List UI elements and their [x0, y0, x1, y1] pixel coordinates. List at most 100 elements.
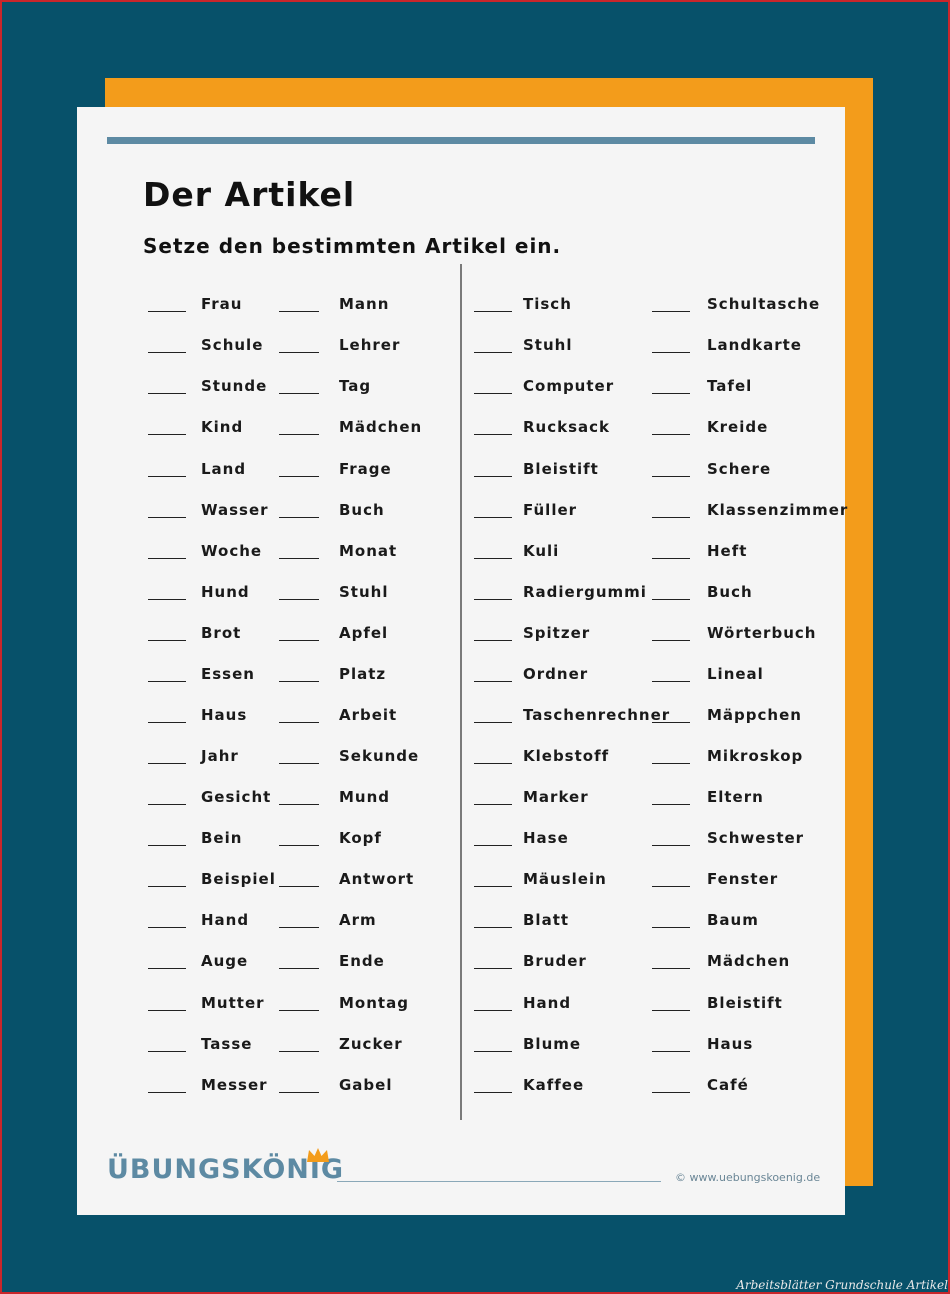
article-blank[interactable] [279, 599, 319, 600]
article-blank[interactable] [652, 1051, 690, 1052]
article-blank[interactable] [148, 558, 186, 559]
article-blank[interactable] [652, 352, 690, 353]
article-blank[interactable] [279, 968, 319, 969]
article-blank[interactable] [148, 845, 186, 846]
article-blank[interactable] [148, 1051, 186, 1052]
article-blank[interactable] [279, 681, 319, 682]
article-blank[interactable] [148, 804, 186, 805]
article-blank[interactable] [474, 558, 512, 559]
article-blank[interactable] [652, 968, 690, 969]
article-blank[interactable] [148, 927, 186, 928]
article-blank[interactable] [474, 311, 512, 312]
article-blank[interactable] [148, 599, 186, 600]
noun-word: Hase [523, 829, 569, 847]
article-blank[interactable] [474, 352, 512, 353]
article-blank[interactable] [148, 968, 186, 969]
article-blank[interactable] [474, 681, 512, 682]
noun-word: Montag [339, 994, 409, 1012]
article-blank[interactable] [148, 1010, 186, 1011]
article-blank[interactable] [652, 640, 690, 641]
article-blank[interactable] [279, 1051, 319, 1052]
noun-word: Tag [339, 377, 372, 395]
article-blank[interactable] [652, 599, 690, 600]
article-blank[interactable] [279, 1092, 319, 1093]
article-blank[interactable] [652, 393, 690, 394]
article-blank[interactable] [474, 1010, 512, 1011]
article-blank[interactable] [279, 311, 319, 312]
article-blank[interactable] [474, 845, 512, 846]
article-blank[interactable] [279, 927, 319, 928]
article-blank[interactable] [148, 722, 186, 723]
noun-word: Radiergummi [523, 583, 647, 601]
noun-word: Auge [201, 952, 249, 970]
article-blank[interactable] [652, 476, 690, 477]
article-blank[interactable] [652, 517, 690, 518]
noun-word: Haus [201, 706, 248, 724]
noun-word: Ordner [523, 665, 589, 683]
article-blank[interactable] [474, 968, 512, 969]
article-blank[interactable] [148, 393, 186, 394]
worksheet: Der Artikel Setze den bestimmten Artikel… [77, 107, 847, 1215]
article-blank[interactable] [652, 1092, 690, 1093]
article-blank[interactable] [652, 558, 690, 559]
noun-word: Bruder [523, 952, 587, 970]
article-blank[interactable] [474, 1092, 512, 1093]
article-blank[interactable] [279, 476, 319, 477]
noun-word: Eltern [707, 788, 764, 806]
article-blank[interactable] [474, 886, 512, 887]
article-blank[interactable] [652, 311, 690, 312]
article-blank[interactable] [474, 599, 512, 600]
article-blank[interactable] [652, 434, 690, 435]
article-blank[interactable] [279, 845, 319, 846]
article-blank[interactable] [279, 886, 319, 887]
noun-word: Antwort [339, 870, 415, 888]
article-blank[interactable] [148, 681, 186, 682]
article-blank[interactable] [148, 434, 186, 435]
article-blank[interactable] [279, 352, 319, 353]
article-blank[interactable] [474, 393, 512, 394]
article-blank[interactable] [279, 763, 319, 764]
noun-word: Mikroskop [707, 747, 804, 765]
article-blank[interactable] [148, 763, 186, 764]
article-blank[interactable] [474, 763, 512, 764]
article-blank[interactable] [279, 558, 319, 559]
article-blank[interactable] [652, 1010, 690, 1011]
article-blank[interactable] [652, 804, 690, 805]
article-blank[interactable] [652, 845, 690, 846]
noun-word: Spitzer [523, 624, 591, 642]
article-blank[interactable] [474, 517, 512, 518]
table-row: Stunde Tag Computer Tafel [77, 375, 845, 399]
noun-word: Sekunde [339, 747, 420, 765]
article-blank[interactable] [474, 434, 512, 435]
article-blank[interactable] [652, 722, 690, 723]
article-blank[interactable] [652, 886, 690, 887]
article-blank[interactable] [474, 640, 512, 641]
article-blank[interactable] [148, 1092, 186, 1093]
noun-word: Tisch [523, 295, 572, 313]
article-blank[interactable] [148, 640, 186, 641]
article-blank[interactable] [474, 476, 512, 477]
article-blank[interactable] [652, 763, 690, 764]
article-blank[interactable] [148, 886, 186, 887]
article-blank[interactable] [148, 311, 186, 312]
article-blank[interactable] [279, 517, 319, 518]
article-blank[interactable] [474, 804, 512, 805]
noun-word: Mann [339, 295, 390, 313]
article-blank[interactable] [148, 517, 186, 518]
article-blank[interactable] [279, 640, 319, 641]
article-blank[interactable] [474, 1051, 512, 1052]
noun-word: Schwester [707, 829, 805, 847]
article-blank[interactable] [279, 434, 319, 435]
article-blank[interactable] [279, 393, 319, 394]
article-blank[interactable] [652, 681, 690, 682]
noun-word: Café [707, 1076, 749, 1094]
article-blank[interactable] [279, 804, 319, 805]
article-blank[interactable] [148, 476, 186, 477]
article-blank[interactable] [279, 722, 319, 723]
article-blank[interactable] [148, 352, 186, 353]
article-blank[interactable] [279, 1010, 319, 1011]
article-blank[interactable] [474, 722, 512, 723]
article-blank[interactable] [652, 927, 690, 928]
article-blank[interactable] [474, 927, 512, 928]
noun-word: Mund [339, 788, 391, 806]
